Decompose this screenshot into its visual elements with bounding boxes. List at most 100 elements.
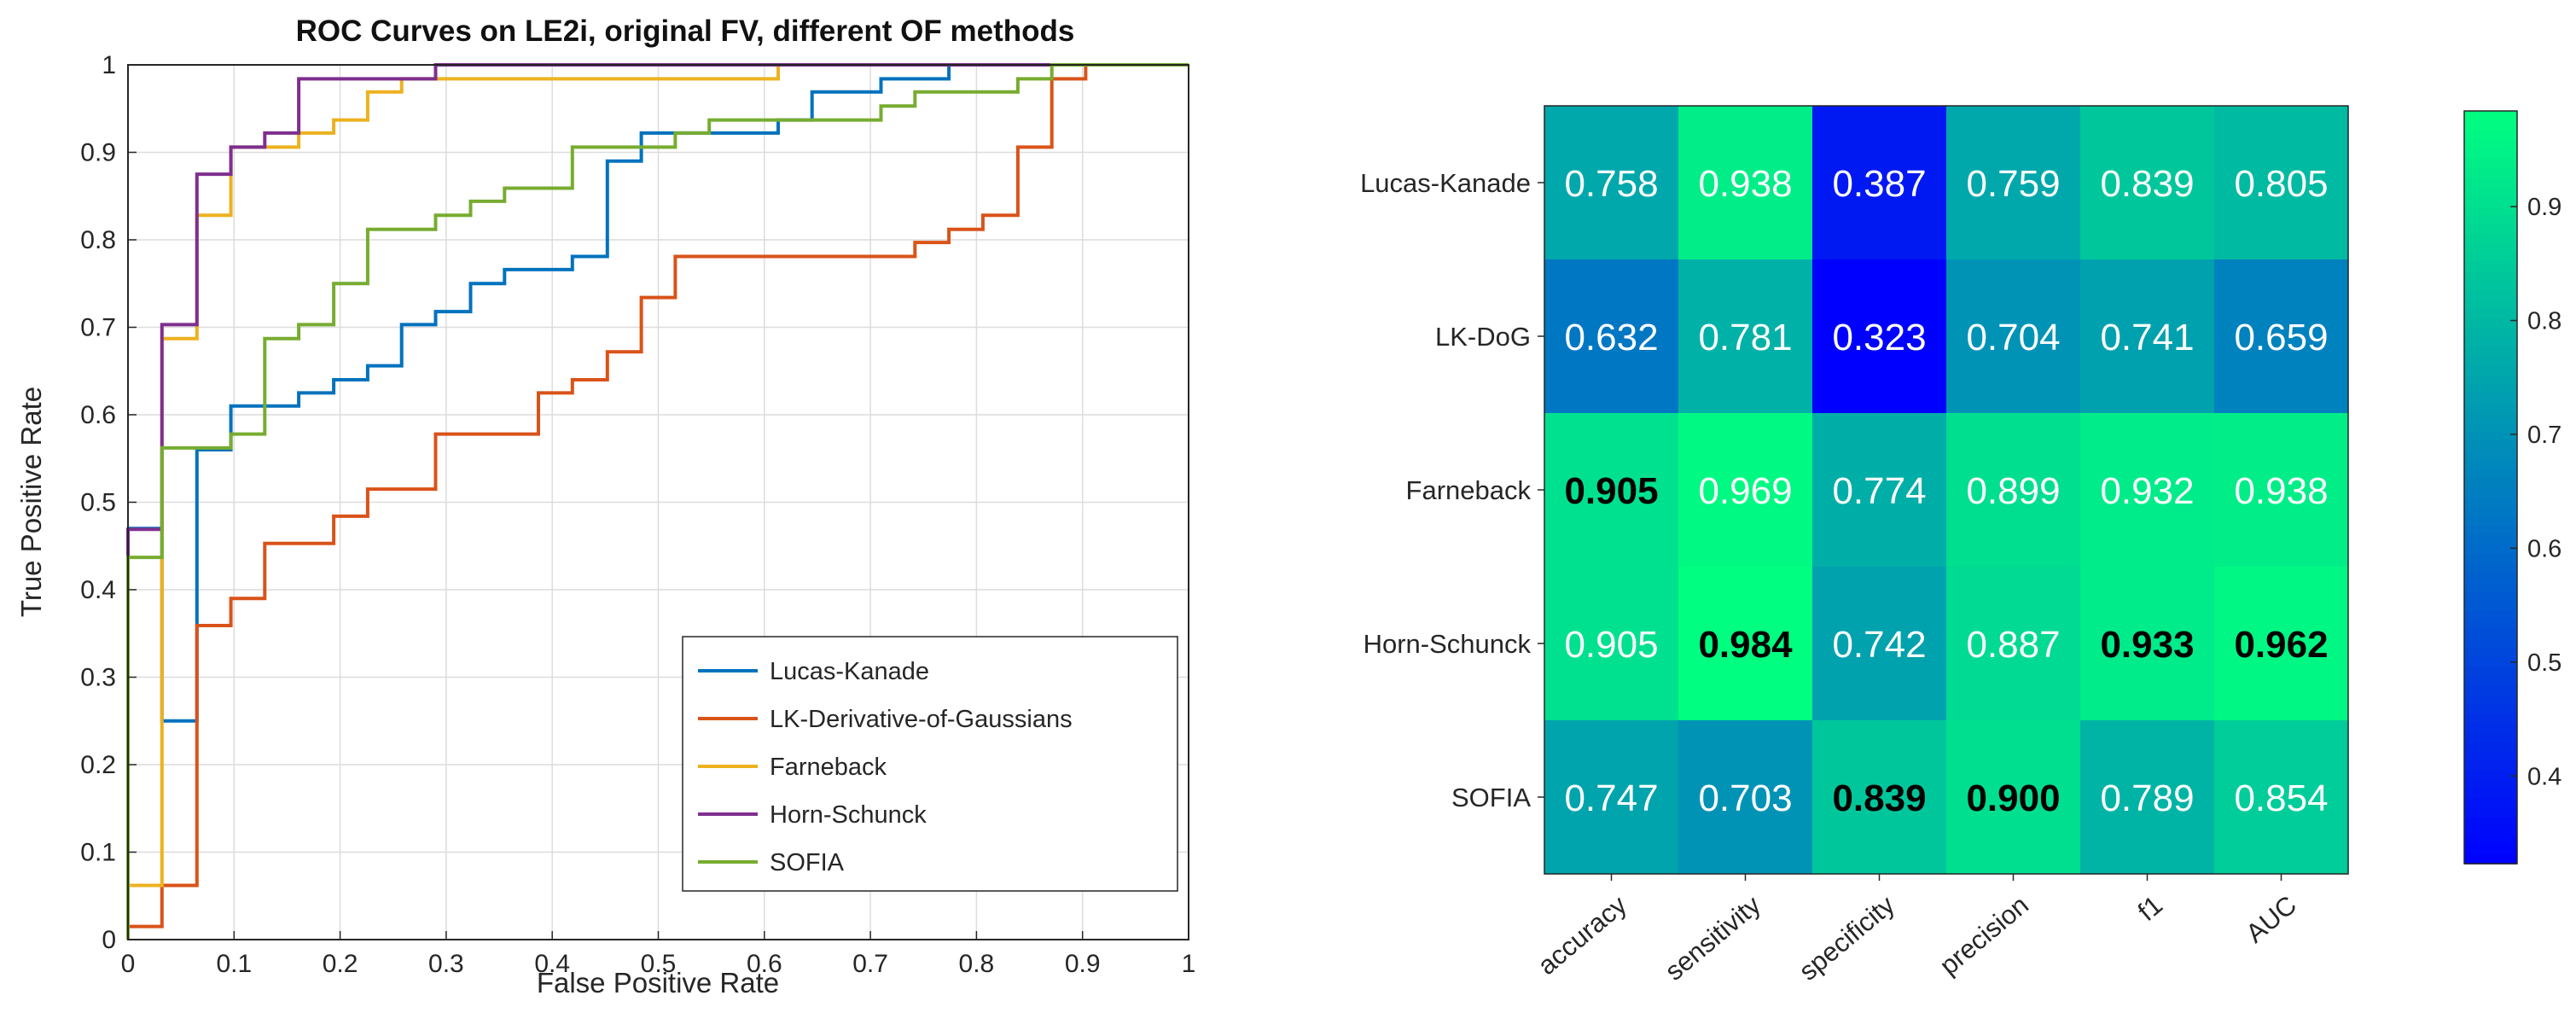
colorbar-segment	[2464, 139, 2517, 149]
colorbar-segment	[2464, 374, 2517, 385]
roc-x-tick-label: 0.2	[323, 950, 358, 978]
heatmap-row-labels: Lucas-Kanade LK-DoG Farneback Horn-Schunck S…	[1360, 168, 1544, 812]
roc-x-tick-label: 0.3	[428, 950, 464, 978]
heatmap-cell-value: 0.774	[1832, 470, 1926, 512]
heatmap-cell-value: 0.747	[1564, 777, 1658, 819]
roc-y-tick-label: 0.8	[80, 226, 116, 254]
colorbar-segment	[2464, 289, 2517, 300]
colorbar-segment	[2464, 694, 2517, 705]
colorbar-segment	[2464, 788, 2517, 799]
colorbar-segment	[2464, 853, 2517, 865]
colorbar-segment	[2464, 544, 2517, 554]
colorbar-segment	[2464, 468, 2517, 479]
heatmap-row-label: LK-DoG	[1435, 322, 1531, 352]
colorbar-segment	[2464, 130, 2517, 140]
heatmap-row-label: Farneback	[1406, 475, 1532, 505]
colorbar-segment	[2464, 364, 2517, 376]
colorbar-segment	[2464, 647, 2517, 658]
colorbar-segment	[2464, 458, 2517, 469]
heatmap-cell	[1678, 567, 1813, 721]
heatmap-cell	[1946, 567, 2081, 721]
heatmap-cell-value: 0.938	[2234, 470, 2328, 512]
colorbar-segment	[2464, 205, 2517, 216]
heatmap-row-label: Horn-Schunck	[1364, 629, 1532, 659]
colorbar-segment	[2464, 497, 2517, 507]
colorbar-segment	[2464, 722, 2517, 733]
roc-y-ticks: 0 0.1 0.2 0.3 0.4 0.5 0.6 0.7 0.8 0.9 1	[80, 51, 137, 954]
colorbar-segment	[2464, 656, 2517, 667]
colorbar-segment	[2464, 731, 2517, 742]
colorbar-segment	[2464, 346, 2517, 357]
colorbar-segment	[2464, 506, 2517, 516]
heatmap-cell	[2080, 106, 2215, 260]
legend-label-lk-derivative-of-gaussians: LK-Derivative-of-Gaussians	[770, 706, 1073, 733]
roc-y-tick-label: 1	[102, 51, 116, 79]
heatmap-cell-value: 0.781	[1698, 317, 1792, 358]
heatmap-cell-value: 0.805	[2234, 163, 2328, 205]
roc-chart: ROC Curves on LE2i, original FV, differe…	[15, 15, 1195, 998]
heatmap-cell	[1544, 567, 1679, 721]
colorbar-segment	[2464, 148, 2517, 159]
heatmap-cell-value: 0.905	[1564, 470, 1658, 512]
colorbar-segment	[2464, 252, 2517, 263]
heatmap-cell-value: 0.933	[2100, 624, 2194, 666]
heatmap-cell-value: 0.839	[2100, 163, 2194, 205]
colorbar-segment	[2464, 167, 2517, 178]
heatmap-cell-value: 0.899	[1966, 470, 2060, 512]
colorbar-segment	[2464, 534, 2517, 544]
colorbar-segment	[2464, 355, 2517, 366]
heatmap-cell	[1678, 720, 1813, 875]
heatmap-cell-value: 0.854	[2234, 777, 2328, 819]
roc-y-tick-label: 0.1	[80, 839, 116, 867]
heatmap-cell-value: 0.632	[1564, 317, 1658, 358]
colorbar-segment	[2464, 120, 2517, 131]
colorbar-tick-label: 0.8	[2527, 308, 2561, 335]
colorbar-segment	[2464, 421, 2517, 432]
colorbar-segment	[2464, 778, 2517, 789]
colorbar-tick-label: 0.6	[2527, 535, 2561, 562]
heatmap-cell	[1946, 259, 2081, 414]
heatmap-cell	[2214, 567, 2349, 721]
heatmap-cell-value: 0.758	[1564, 163, 1658, 205]
colorbar-segment	[2464, 713, 2517, 724]
heatmap-cell	[2214, 720, 2349, 875]
legend-label-sofia: SOFIA	[770, 849, 845, 876]
roc-y-tick-label: 0.3	[80, 664, 116, 692]
heatmap-cell	[2214, 106, 2349, 260]
heatmap-chart: 0.758 0.938 0.387 0.759 0.839 0.805 0.632 0.781…	[1360, 105, 2561, 987]
heatmap-cell-value: 0.905	[1564, 624, 1658, 666]
colorbar-segment	[2464, 449, 2517, 460]
heatmap-cell-value: 0.984	[1698, 624, 1793, 666]
colorbar-tick-label: 0.9	[2527, 194, 2561, 221]
heatmap-cell	[1544, 259, 1679, 414]
roc-y-tick-label: 0.9	[80, 139, 116, 167]
roc-x-tick-label: 1	[1182, 950, 1196, 978]
heatmap-cell-value: 0.703	[1698, 777, 1792, 819]
roc-y-axis-label: True Positive Rate	[15, 387, 47, 617]
colorbar-segment	[2464, 402, 2517, 413]
heatmap-cell-value: 0.962	[2234, 624, 2328, 666]
colorbar-segment	[2464, 233, 2517, 244]
colorbar-segment	[2464, 261, 2517, 272]
roc-y-tick-label: 0.5	[80, 489, 116, 517]
colorbar-segment	[2464, 750, 2517, 761]
colorbar-segment	[2464, 186, 2517, 197]
colorbar-segment	[2464, 797, 2517, 808]
heatmap-cell-value: 0.323	[1832, 317, 1926, 358]
colorbar-segment	[2464, 308, 2517, 319]
colorbar-segment	[2464, 666, 2517, 677]
heatmap-cell	[1946, 413, 2081, 568]
colorbar-segment	[2464, 271, 2517, 282]
colorbar-segment	[2464, 816, 2517, 827]
legend-label-farneback: Farneback	[770, 754, 887, 781]
heatmap-cell	[1946, 106, 2081, 260]
roc-line-sofia	[126, 63, 1189, 940]
roc-x-tick-label: 0.1	[216, 950, 252, 978]
roc-x-tick-label: 0.9	[1065, 950, 1101, 978]
roc-x-tick-label: 0.6	[747, 950, 782, 978]
heatmap-cell	[1544, 106, 1679, 260]
colorbar-segment	[2464, 684, 2517, 696]
colorbar-segment	[2464, 477, 2517, 488]
heatmap-cell	[2080, 567, 2215, 721]
